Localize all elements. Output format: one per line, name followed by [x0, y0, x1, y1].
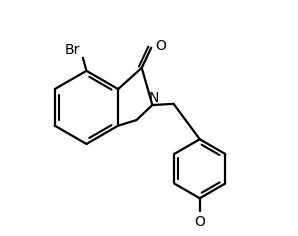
Text: O: O: [194, 215, 205, 229]
Text: Br: Br: [65, 42, 80, 57]
Text: O: O: [156, 39, 167, 53]
Text: N: N: [148, 91, 159, 105]
